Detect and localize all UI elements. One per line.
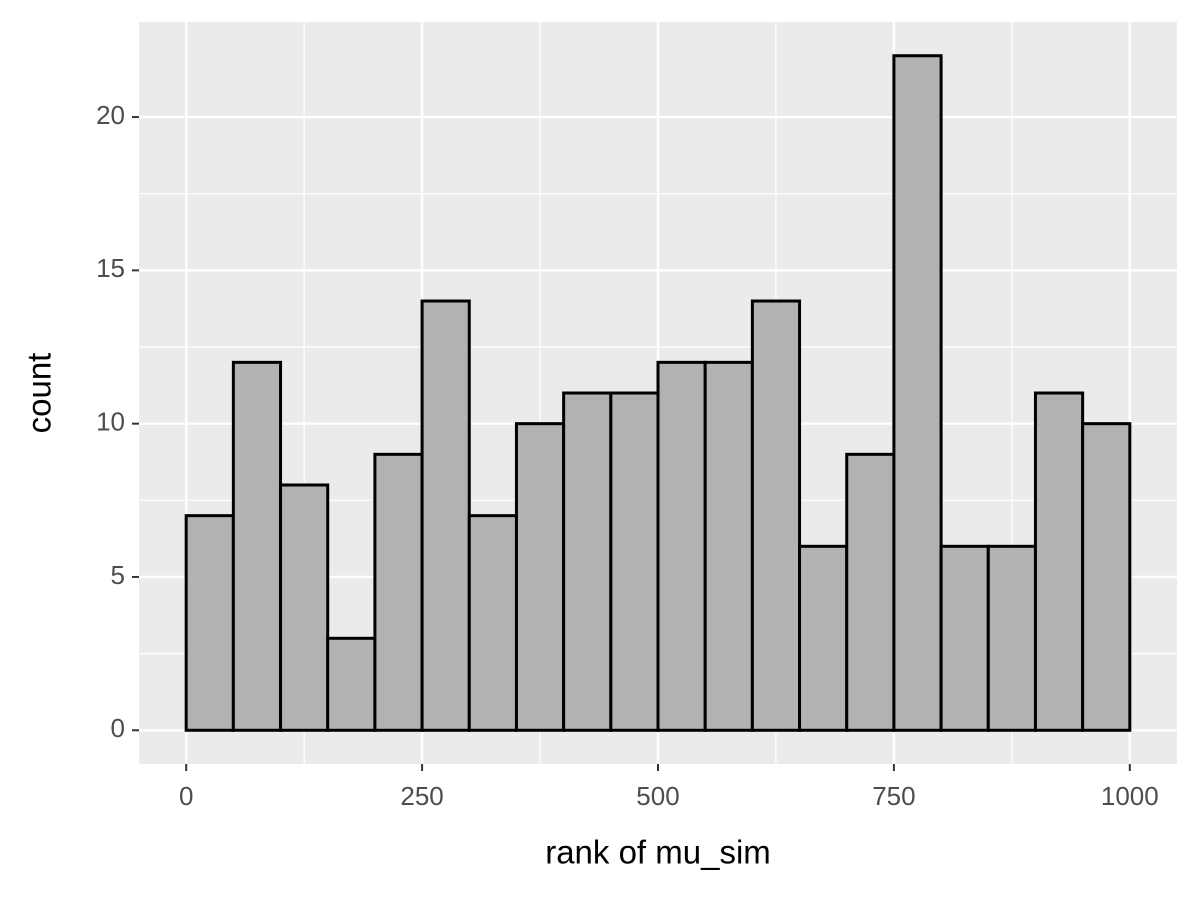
bar [845, 452, 896, 732]
bar [656, 360, 707, 732]
bar [231, 360, 283, 732]
bar [326, 636, 377, 732]
bar [798, 544, 849, 732]
bar [279, 483, 330, 732]
y-axis-title: count [21, 353, 58, 434]
bar [184, 514, 235, 732]
x-tick-label: 0 [179, 781, 193, 811]
x-tick-label: 750 [872, 781, 915, 811]
bar [703, 360, 754, 732]
x-tick-label: 500 [636, 781, 679, 811]
bar [467, 514, 518, 732]
x-tick-label: 250 [400, 781, 443, 811]
bar [1033, 391, 1085, 732]
x-axis-title: rank of mu_sim [545, 834, 771, 871]
axes: 0 250 500 750 1000 0 5 10 15 20 [96, 100, 1159, 811]
bar [373, 452, 424, 732]
bar [750, 299, 802, 732]
bar [609, 391, 660, 732]
bar [986, 544, 1037, 732]
bar [1081, 422, 1132, 732]
y-tick-label: 20 [96, 100, 125, 130]
y-tick-label: 0 [111, 713, 125, 743]
y-tick-label: 5 [111, 560, 125, 590]
bar [514, 422, 566, 732]
x-tick-label: 1000 [1101, 781, 1159, 811]
y-tick-label: 10 [96, 407, 125, 437]
bars [184, 54, 1132, 732]
bar [420, 299, 471, 732]
bar [939, 544, 990, 732]
bar [562, 391, 613, 732]
bar [892, 54, 943, 732]
y-tick-label: 15 [96, 253, 125, 283]
